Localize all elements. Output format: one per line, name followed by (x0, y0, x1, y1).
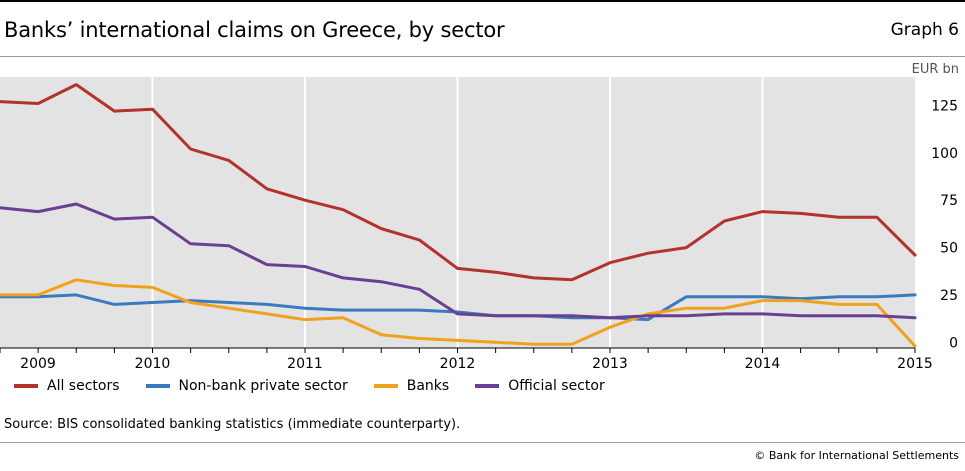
x-tick-label-2010: 2010 (135, 356, 171, 372)
legend-item-banks: Banks (373, 378, 450, 394)
source-note: Source: BIS consolidated banking statist… (4, 417, 461, 432)
series-line-2 (0, 278, 917, 348)
y-tick-label: 25 (940, 288, 958, 304)
x-tick-label-2013: 2013 (592, 356, 628, 372)
y-tick-label: 50 (940, 241, 958, 257)
x-tick-label-2011: 2011 (287, 356, 323, 372)
legend-item-non-bank: Non-bank private sector (145, 378, 348, 394)
legend-swatch-official (475, 384, 500, 388)
series-line-3 (0, 202, 917, 320)
chart-title: Banks’ international claims on Greece, b… (4, 18, 505, 42)
x-tick-label-2014: 2014 (745, 356, 781, 372)
y-tick-label: 0 (949, 335, 958, 351)
legend-label-banks: Banks (406, 378, 450, 394)
y-tick-label: 100 (931, 146, 958, 162)
footer-divider (0, 442, 965, 443)
legend-label-official: Official sector (508, 378, 605, 394)
legend-swatch-all-sectors (14, 384, 38, 388)
legend-item-all-sectors: All sectors (14, 378, 120, 394)
x-tick-label-2015: 2015 (897, 356, 933, 372)
y-tick-label: 75 (940, 193, 958, 209)
graph-number: Graph 6 (890, 20, 959, 40)
series-line-0 (0, 83, 917, 282)
legend-label-non-bank: Non-bank private sector (178, 378, 348, 394)
legend-item-official: Official sector (475, 378, 605, 394)
unit-label: EUR bn (911, 62, 959, 77)
copyright: © Bank for International Settlements (754, 449, 959, 462)
x-tick-label-2012: 2012 (440, 356, 476, 372)
top-rule (0, 0, 965, 2)
series-line-1 (0, 293, 917, 322)
legend-swatch-banks (373, 384, 398, 388)
header-divider (0, 56, 965, 57)
x-tick-label-2009: 2009 (20, 356, 56, 372)
chart-legend: All sectors Non-bank private sector Bank… (14, 378, 631, 394)
legend-swatch-non-bank (145, 384, 170, 388)
y-tick-label: 125 (931, 98, 958, 114)
legend-label-all-sectors: All sectors (47, 378, 120, 394)
line-chart: 0 25 50 75 100 125 2009 2010 2011 2012 2013 2014 201… (0, 77, 958, 372)
